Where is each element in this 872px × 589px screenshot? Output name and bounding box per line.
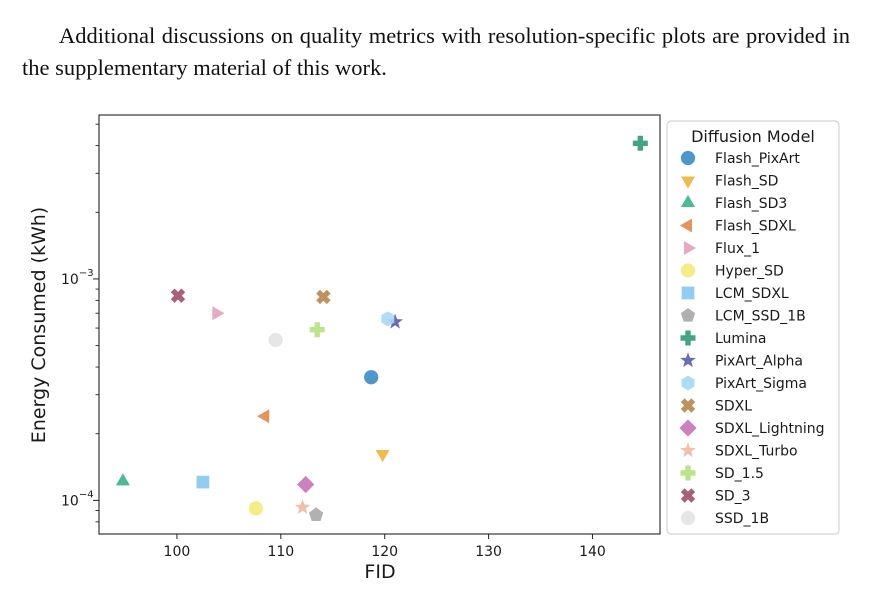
legend-label: Flash_PixArt (715, 151, 800, 167)
legend: Diffusion Model Flash_PixArtFlash_SDFlas… (666, 120, 840, 535)
legend-item: PixArt_Alpha (680, 352, 803, 370)
data-point (309, 322, 325, 338)
legend-label: PixArt_Alpha (715, 354, 803, 370)
y-axis-label: Energy Consumed (kWh) (28, 207, 50, 443)
legend-item: Flash_SD3 (680, 194, 787, 212)
y-axis: 10−4 10−3 (61, 123, 99, 523)
legend-label: SDXL (715, 399, 752, 415)
x-axis-label: FID (364, 561, 395, 583)
legend-item: SD_1.5 (680, 465, 764, 482)
legend-marker (679, 218, 693, 233)
data-point (375, 449, 390, 463)
legend-item: LCM_SDXL (681, 286, 789, 302)
legend-label: LCM_SSD_1B (715, 309, 806, 325)
legend-marker (681, 286, 695, 300)
legend-item: Lumina (680, 330, 766, 347)
legend-item: Flux_1 (683, 240, 760, 257)
x-tick-label: 130 (475, 544, 502, 560)
legend-item: Hyper_SD (680, 263, 784, 280)
data-point (115, 473, 130, 486)
legend-marker (680, 352, 696, 368)
data-point (364, 370, 379, 385)
data-point (632, 135, 648, 151)
y-tick-label: 10−3 (61, 268, 94, 288)
legend-label: SD_1.5 (715, 466, 764, 482)
x-axis: 100 110 120 130 140 (164, 534, 606, 560)
legend-marker (680, 488, 696, 503)
legend-marker (679, 419, 697, 437)
legend-label: Lumina (715, 331, 766, 347)
legend-label: SSD_1B (715, 511, 769, 527)
legend-item: SDXL_Lightning (679, 419, 825, 437)
legend-item: Flash_PixArt (680, 150, 800, 167)
legend-marker (680, 465, 696, 481)
legend-marker (680, 150, 696, 166)
legend-label: SDXL_Lightning (715, 421, 825, 437)
legend-marker (680, 330, 696, 346)
legend-marker (681, 375, 695, 391)
data-point (297, 475, 315, 494)
legend-item: PixArt_Sigma (681, 375, 807, 392)
data-point (308, 507, 324, 521)
legend-label: SDXL_Turbo (715, 444, 798, 460)
x-tick-label: 110 (267, 544, 294, 560)
legend-label: Hyper_SD (715, 264, 784, 280)
legend-label: Flux_1 (715, 241, 760, 257)
legend-label: SD_3 (715, 489, 751, 505)
legend-marker (680, 308, 696, 322)
y-tick-label: 10−4 (61, 489, 94, 509)
legend-marker (680, 176, 696, 189)
legend-item: Flash_SDXL (679, 218, 796, 235)
legend-item: SD_3 (680, 488, 751, 505)
data-point (381, 311, 395, 327)
data-point (387, 313, 403, 329)
legend-marker (680, 263, 696, 278)
legend-item: SDXL (680, 398, 752, 415)
legend-title: Diffusion Model (691, 127, 815, 146)
x-tick-label: 140 (579, 544, 606, 560)
data-point (196, 475, 210, 489)
data-point (212, 306, 225, 321)
x-tick-label: 120 (371, 544, 398, 560)
data-point (268, 332, 283, 348)
data-point (257, 409, 270, 424)
legend-label: Flash_SD (715, 174, 778, 190)
legend-items: Flash_PixArt Flash_SD Flash_SD3 Flash_SDXL F… (679, 150, 825, 527)
legend-marker (680, 194, 696, 208)
data-point (294, 499, 311, 515)
legend-marker (680, 510, 696, 526)
legend-item: Flash_SD (680, 174, 778, 190)
legend-marker (680, 398, 696, 413)
legend-marker (683, 240, 697, 256)
legend-label: Flash_SD3 (715, 196, 787, 212)
legend-item: LCM_SSD_1B (680, 308, 806, 325)
legend-marker (680, 442, 696, 458)
legend-label: LCM_SDXL (715, 286, 789, 302)
plot-area (98, 114, 661, 535)
body-paragraph: Additional discussions on quality metric… (22, 23, 850, 80)
data-point (170, 288, 186, 303)
data-points (115, 135, 648, 521)
data-point (316, 289, 331, 305)
x-tick-label: 100 (164, 544, 191, 560)
legend-label: PixArt_Sigma (715, 376, 807, 392)
legend-item: SSD_1B (680, 510, 769, 527)
legend-item: SDXL_Turbo (680, 442, 798, 460)
legend-label: Flash_SDXL (715, 219, 796, 235)
legend-frame (666, 120, 840, 535)
data-point (248, 501, 264, 516)
